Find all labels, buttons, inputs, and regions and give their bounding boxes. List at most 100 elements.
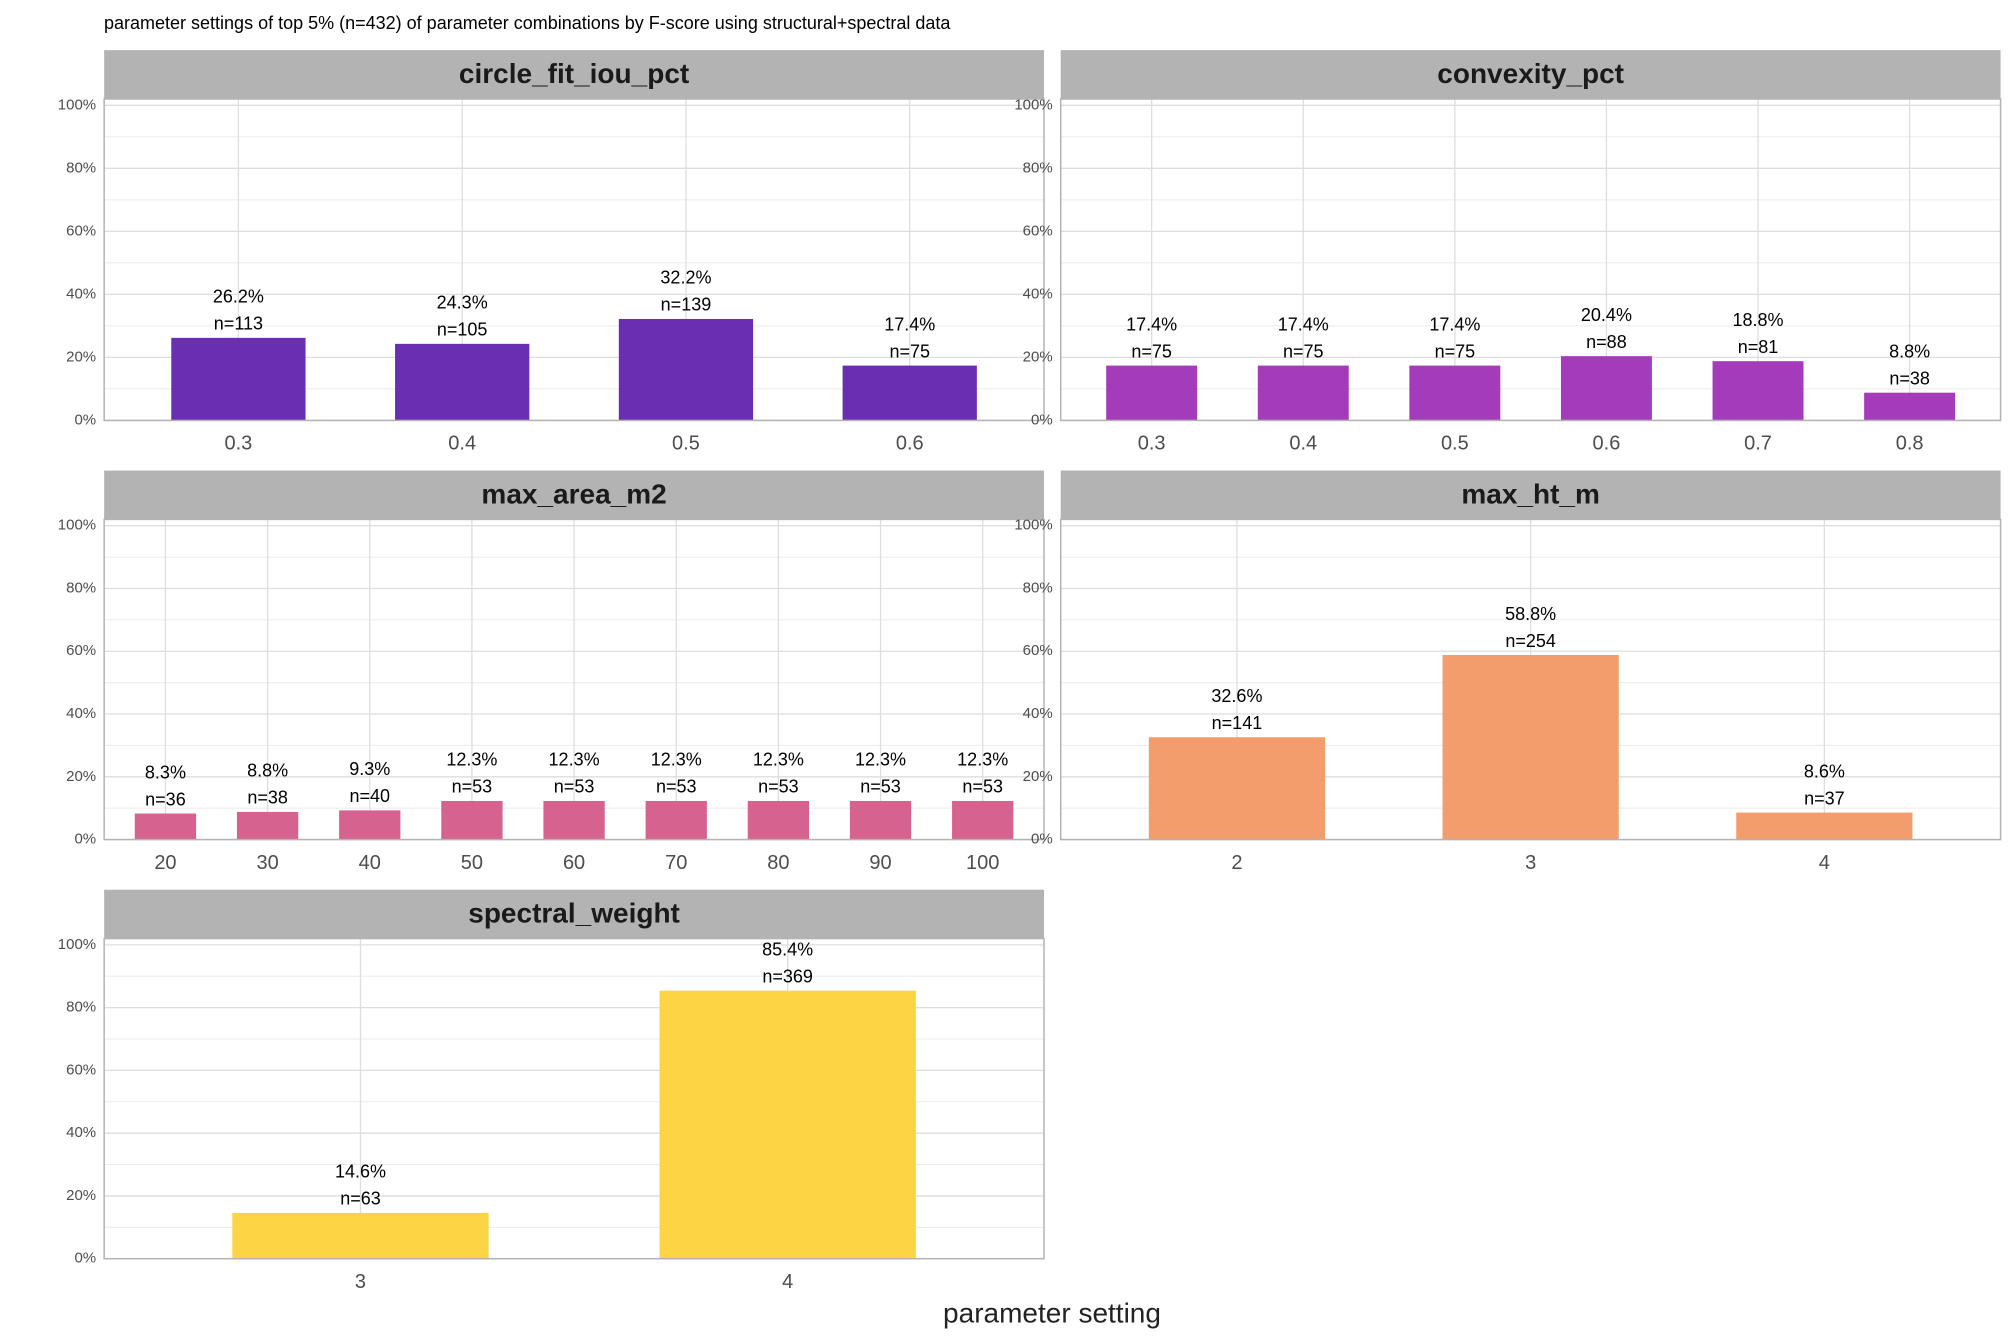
count-label: n=75 bbox=[889, 341, 930, 361]
x-tick-label: 0.4 bbox=[1289, 433, 1317, 455]
y-tick-label: 60% bbox=[66, 1061, 96, 1078]
count-label: n=139 bbox=[661, 295, 712, 315]
count-label: n=36 bbox=[145, 789, 186, 809]
count-label: n=88 bbox=[1586, 332, 1627, 352]
y-tick-label: 60% bbox=[66, 222, 96, 239]
x-tick-label: 90 bbox=[869, 852, 891, 874]
value-label: 9.3% bbox=[349, 759, 390, 779]
y-tick-label: 80% bbox=[1023, 159, 1053, 176]
x-tick-label: 50 bbox=[461, 852, 483, 874]
count-label: n=113 bbox=[214, 314, 263, 334]
count-label: n=75 bbox=[1435, 341, 1476, 361]
x-tick-label: 3 bbox=[1525, 852, 1536, 874]
strip bbox=[104, 50, 1044, 99]
y-tick-label: 100% bbox=[1014, 96, 1052, 113]
value-label: 17.4% bbox=[884, 314, 935, 334]
bar bbox=[232, 1212, 489, 1259]
x-tick-label: 80 bbox=[767, 852, 789, 874]
facet-title: spectral_weight bbox=[468, 898, 680, 929]
bar bbox=[134, 813, 197, 840]
value-label: 12.3% bbox=[651, 750, 702, 770]
bar bbox=[659, 990, 916, 1259]
bar bbox=[952, 800, 1014, 840]
count-label: n=369 bbox=[762, 966, 813, 986]
y-tick-label: 60% bbox=[1023, 642, 1053, 659]
bar bbox=[1442, 655, 1619, 840]
x-tick-label: 4 bbox=[1819, 852, 1830, 874]
y-tick-label: 0% bbox=[1031, 831, 1053, 848]
value-label: 17.4% bbox=[1429, 314, 1480, 334]
facet-title: convexity_pct bbox=[1437, 58, 1624, 89]
chart-title: parameter settings of top 5% (n=432) of … bbox=[104, 13, 951, 33]
x-tick-label: 0.7 bbox=[1744, 433, 1772, 455]
strip bbox=[104, 889, 1044, 939]
x-tick-label: 0.3 bbox=[1138, 433, 1166, 455]
x-tick-label: 100 bbox=[966, 852, 999, 874]
x-tick-label: 0.8 bbox=[1896, 433, 1924, 455]
y-tick-label: 20% bbox=[1023, 348, 1053, 365]
x-tick-label: 0.6 bbox=[896, 433, 924, 455]
y-tick-label: 0% bbox=[74, 1250, 96, 1267]
panel-border bbox=[103, 937, 1045, 1260]
x-tick-label: 30 bbox=[256, 852, 278, 874]
x-tick-label: 0.5 bbox=[672, 433, 700, 455]
bar bbox=[543, 800, 605, 840]
value-label: 8.8% bbox=[1889, 341, 1930, 361]
count-label: n=37 bbox=[1804, 788, 1845, 808]
count-label: n=81 bbox=[1738, 337, 1779, 357]
y-tick-label: 20% bbox=[66, 1187, 96, 1204]
x-tick-label: 0.5 bbox=[1441, 433, 1469, 455]
y-tick-label: 100% bbox=[58, 517, 96, 534]
y-tick-label: 60% bbox=[1023, 222, 1053, 239]
bar bbox=[339, 810, 401, 840]
value-label: 12.3% bbox=[549, 750, 600, 770]
y-tick-label: 20% bbox=[66, 348, 96, 365]
bar bbox=[1864, 392, 1956, 421]
bar bbox=[1409, 365, 1501, 421]
y-tick-label: 100% bbox=[58, 936, 96, 953]
y-tick-label: 40% bbox=[66, 705, 96, 722]
x-tick-label: 0.4 bbox=[448, 433, 476, 455]
count-label: n=254 bbox=[1505, 631, 1556, 651]
x-axis-label: parameter setting bbox=[943, 1297, 1161, 1328]
value-label: 17.4% bbox=[1126, 314, 1177, 334]
bar bbox=[842, 365, 977, 421]
facet-title: max_area_m2 bbox=[481, 478, 666, 509]
value-label: 32.2% bbox=[660, 268, 711, 288]
y-tick-label: 80% bbox=[66, 159, 96, 176]
y-tick-label: 100% bbox=[58, 96, 96, 113]
count-label: n=63 bbox=[340, 1189, 381, 1209]
count-label: n=53 bbox=[962, 777, 1003, 797]
x-tick-label: 3 bbox=[355, 1271, 366, 1293]
y-tick-label: 0% bbox=[74, 411, 96, 428]
strip bbox=[1060, 470, 2001, 520]
count-label: n=53 bbox=[758, 777, 799, 797]
count-label: n=75 bbox=[1131, 341, 1172, 361]
x-tick-label: 70 bbox=[665, 852, 687, 874]
count-label: n=53 bbox=[860, 777, 901, 797]
bar bbox=[747, 800, 810, 840]
value-label: 32.6% bbox=[1211, 686, 1262, 706]
x-tick-label: 20 bbox=[154, 852, 176, 874]
bar bbox=[441, 800, 503, 840]
value-label: 24.3% bbox=[437, 293, 488, 313]
value-label: 8.3% bbox=[145, 762, 186, 782]
value-label: 12.3% bbox=[753, 750, 804, 770]
count-label: n=141 bbox=[1212, 713, 1263, 733]
value-label: 18.8% bbox=[1733, 310, 1784, 330]
count-label: n=53 bbox=[554, 777, 595, 797]
value-label: 14.6% bbox=[335, 1162, 386, 1182]
bar bbox=[171, 337, 306, 421]
x-tick-label: 0.6 bbox=[1593, 433, 1621, 455]
value-label: 8.6% bbox=[1804, 761, 1845, 781]
value-label: 12.3% bbox=[957, 750, 1008, 770]
count-label: n=40 bbox=[349, 786, 390, 806]
bar bbox=[1736, 812, 1913, 840]
x-tick-label: 0.3 bbox=[225, 433, 253, 455]
count-label: n=53 bbox=[656, 777, 697, 797]
bar bbox=[645, 800, 707, 840]
facet-title: max_ht_m bbox=[1461, 478, 1600, 509]
y-tick-label: 80% bbox=[1023, 579, 1053, 596]
